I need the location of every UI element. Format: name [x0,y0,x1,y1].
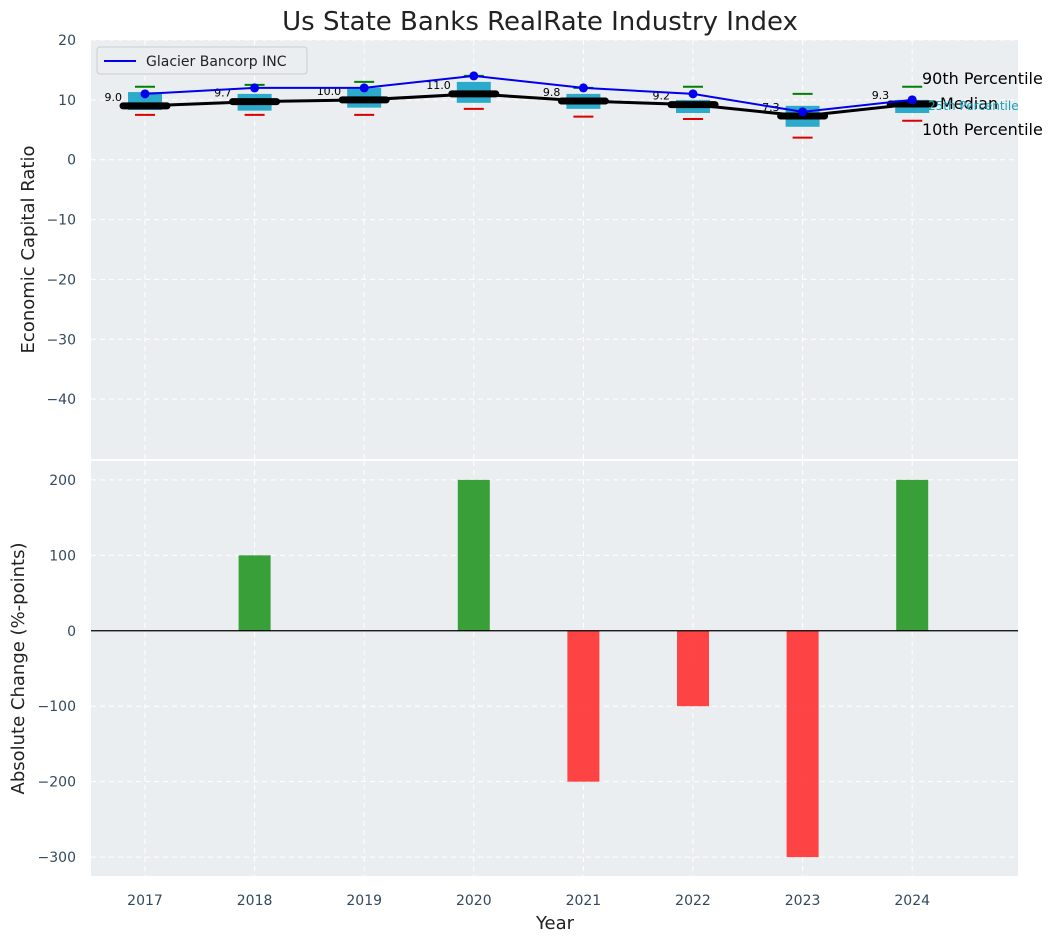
top-y-tick-label: 0 [67,153,76,169]
p25-annotation: 25th Percentile [928,99,1019,113]
change-bar [457,479,490,631]
bottom-panel-background [91,461,1018,876]
x-tick-label: 2021 [566,893,602,909]
p10-annotation: 10th Percentile [922,120,1043,139]
top-y-tick-label: 10 [58,93,76,109]
x-tick-label: 2024 [894,893,930,909]
median-value-label: 9.8 [543,86,561,99]
top-y-tick-label: −40 [46,392,76,408]
company-point[interactable] [907,95,917,105]
median-value-label: 9.3 [872,89,890,102]
legend-box [96,46,308,75]
company-point[interactable] [250,83,260,93]
company-point[interactable] [469,71,479,81]
top-y-tick-label: −20 [46,272,76,288]
bottom-y-tick-label: 0 [67,624,76,640]
bottom-y-tick-label: 200 [49,473,76,489]
change-bar [238,555,271,631]
change-bar [567,630,600,782]
x-tick-label: 2017 [127,893,163,909]
top-y-tick-label: 20 [58,33,76,49]
x-tick-label: 2022 [675,893,711,909]
top-y-axis-title: Economic Capital Ratio [18,146,39,354]
company-point[interactable] [798,107,808,117]
company-point[interactable] [578,83,588,93]
bottom-y-tick-label: −300 [38,850,76,866]
company-line [144,74,913,113]
x-tick-label: 2020 [456,893,492,909]
top-y-tick-label: −30 [46,332,76,348]
legend-label: Glacier Bancorp INC [146,54,287,70]
change-bar [677,630,709,707]
p90-annotation: 90th Percentile [922,69,1043,88]
change-bar [896,479,929,631]
x-tick-label: 2019 [346,893,382,909]
median-annotation: Median [940,94,998,113]
x-tick-label: 2023 [785,893,821,909]
median-value-label: 10.0 [317,85,342,98]
x-tick-label: 2018 [237,893,273,909]
chart-title: Us State Banks RealRate Industry Index [282,7,798,37]
top-y-tick-label: −10 [46,213,76,229]
bottom-y-tick-label: −200 [38,775,76,791]
company-point[interactable] [688,89,698,99]
company-point[interactable] [359,83,369,93]
bottom-y-axis-title: Absolute Change (%-points) [8,543,29,795]
company-point[interactable] [140,89,150,99]
change-bar [786,630,819,858]
bottom-y-tick-label: 100 [49,548,76,564]
x-axis-title: Year [535,913,575,934]
median-value-label: 11.0 [426,79,451,92]
median-value-label: 9.0 [105,91,123,104]
bottom-y-tick-label: −100 [38,699,76,715]
